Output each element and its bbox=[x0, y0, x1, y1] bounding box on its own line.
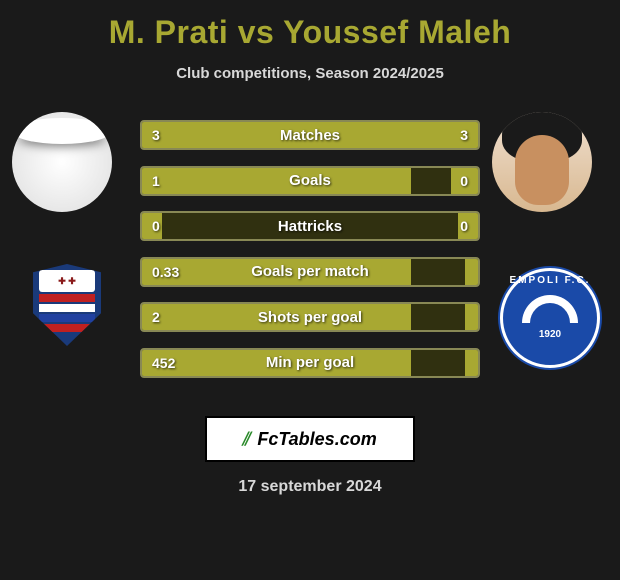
empoli-crest-icon: EMPOLI F.C. 1920 bbox=[500, 268, 600, 368]
bar-right-fill bbox=[465, 304, 478, 330]
page-title: M. Prati vs Youssef Maleh bbox=[0, 0, 620, 51]
subtitle: Club competitions, Season 2024/2025 bbox=[0, 65, 620, 82]
bar-gap bbox=[162, 213, 458, 239]
stat-row: Goals per match0.33 bbox=[140, 257, 480, 287]
shield-top: ✚ ✚ bbox=[39, 270, 95, 292]
bar-gap bbox=[411, 304, 465, 330]
shield-band bbox=[39, 314, 95, 322]
bar-left-fill bbox=[142, 259, 411, 285]
bar-left-fill bbox=[142, 304, 411, 330]
bar-right-fill bbox=[465, 350, 478, 376]
bar-right-fill bbox=[465, 259, 478, 285]
avatar-face bbox=[515, 135, 569, 205]
bar-right-fill bbox=[310, 122, 478, 148]
player-left-avatar bbox=[12, 112, 112, 212]
comparison-panel: ✚ ✚ EMPOLI F.C. 1920 Matches33 Goals10 Hat… bbox=[0, 112, 620, 402]
bar-left-fill bbox=[142, 350, 411, 376]
shield-band bbox=[39, 324, 95, 332]
bar-gap bbox=[411, 350, 465, 376]
crest-arch bbox=[522, 295, 578, 323]
stat-row: Goals10 bbox=[140, 166, 480, 196]
comparison-bars: Matches33 Goals10 Hattricks00 Goals per mat… bbox=[140, 120, 480, 393]
crest-ring-text: EMPOLI F.C. bbox=[503, 275, 597, 286]
bar-left-fill bbox=[142, 213, 162, 239]
shield-band bbox=[39, 304, 95, 312]
shield-band bbox=[39, 294, 95, 302]
stat-row: Matches33 bbox=[140, 120, 480, 150]
cagliari-shield-icon: ✚ ✚ bbox=[33, 264, 101, 346]
brand-box: ⫽ FcTables.com bbox=[205, 416, 415, 462]
crest-year: 1920 bbox=[539, 329, 561, 340]
stat-row: Min per goal452 bbox=[140, 348, 480, 378]
bar-gap bbox=[411, 259, 465, 285]
stat-row: Hattricks00 bbox=[140, 211, 480, 241]
club-right-crest: EMPOLI F.C. 1920 bbox=[500, 268, 600, 368]
bar-left-fill bbox=[142, 168, 411, 194]
brand-text: FcTables.com bbox=[257, 429, 376, 450]
bar-right-fill bbox=[458, 213, 478, 239]
bar-left-fill bbox=[142, 122, 310, 148]
brand-mark-icon: ⫽ bbox=[241, 429, 253, 450]
date-text: 17 september 2024 bbox=[0, 478, 620, 496]
bar-gap bbox=[411, 168, 451, 194]
club-left-crest: ✚ ✚ bbox=[22, 260, 112, 350]
bar-right-fill bbox=[451, 168, 478, 194]
stat-row: Shots per goal2 bbox=[140, 302, 480, 332]
player-right-avatar bbox=[492, 112, 592, 212]
